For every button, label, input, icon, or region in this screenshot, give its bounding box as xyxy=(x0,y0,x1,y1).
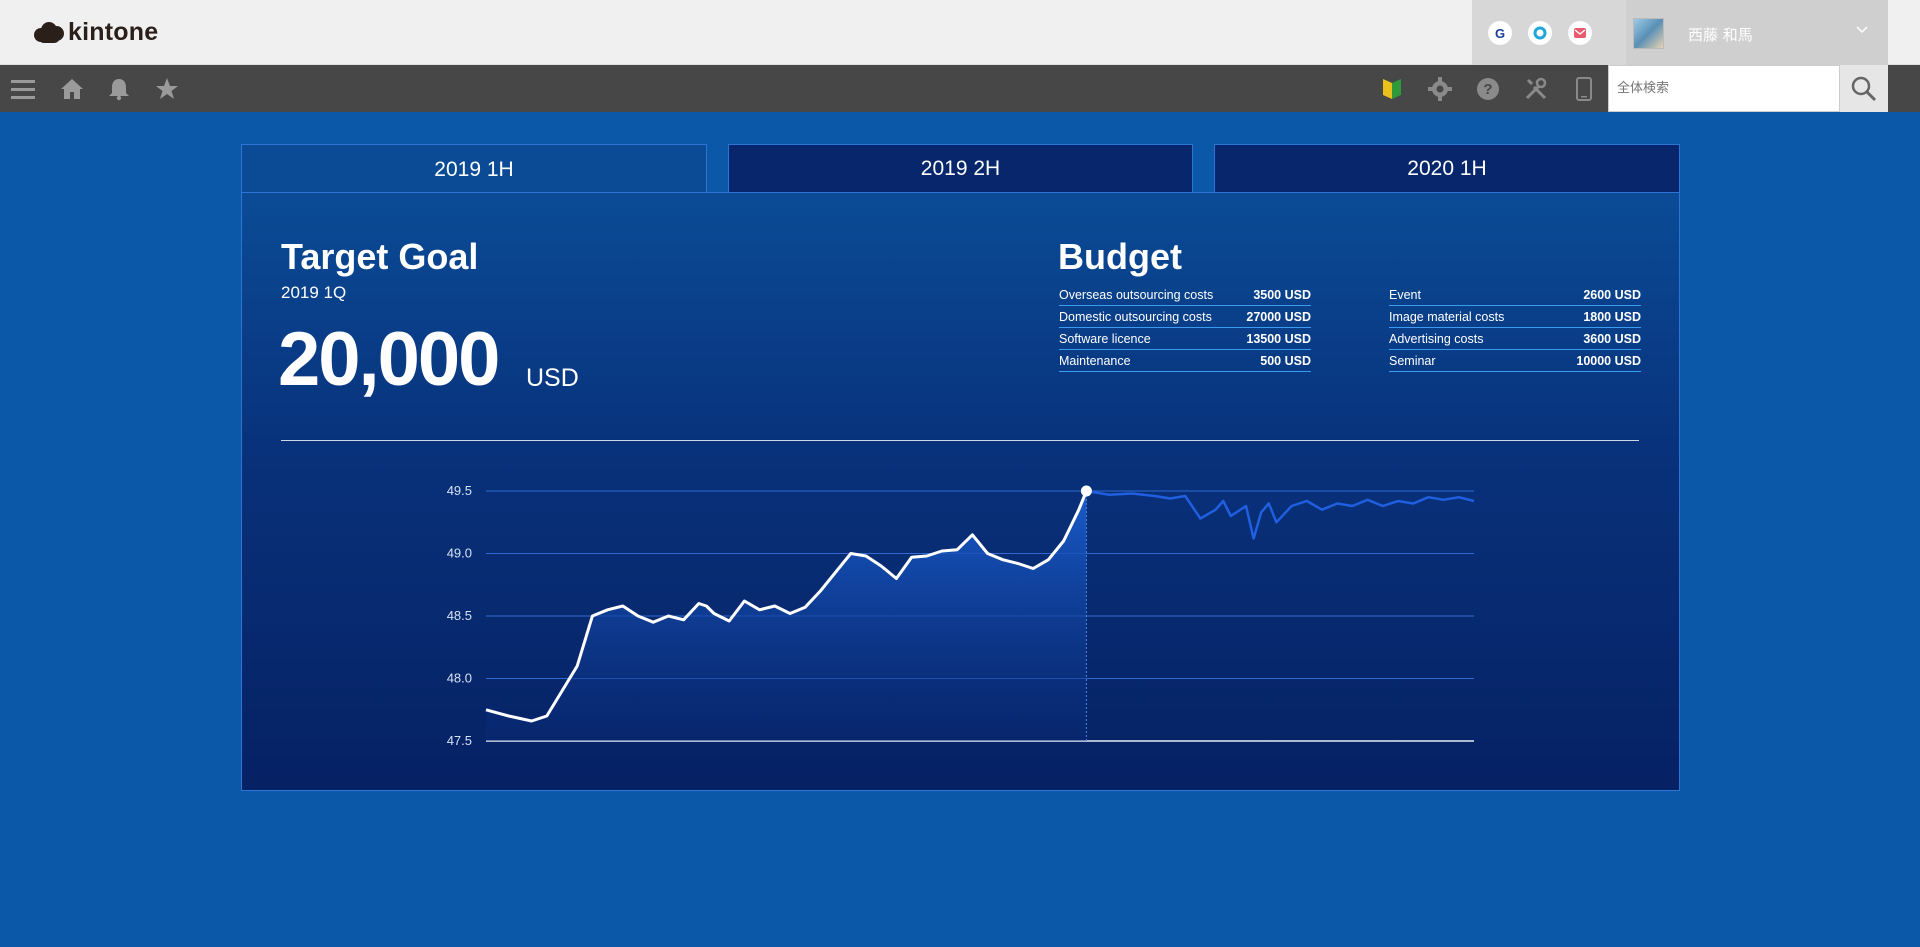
avatar[interactable] xyxy=(1633,18,1664,49)
y-tick-label: 48.5 xyxy=(447,608,472,623)
budget-label: Software licence xyxy=(1059,332,1151,346)
circle-service-icon[interactable] xyxy=(1528,21,1552,45)
y-tick-label: 49.0 xyxy=(447,546,472,561)
budget-list-right: Event 2600 USD Image material costs 1800 U… xyxy=(1389,284,1641,372)
search-input[interactable] xyxy=(1608,65,1840,112)
budget-row: Overseas outsourcing costs 3500 USD xyxy=(1059,284,1311,306)
budget-value: 2600 USD xyxy=(1583,288,1641,302)
section-divider xyxy=(281,440,1639,441)
budget-row: Seminar 10000 USD xyxy=(1389,350,1641,372)
budget-row: Domestic outsourcing costs 27000 USD xyxy=(1059,306,1311,328)
google-glyph: G xyxy=(1494,25,1506,41)
gear-icon[interactable] xyxy=(1428,77,1452,101)
budget-row: Software licence 13500 USD xyxy=(1059,328,1311,350)
kintone-logo[interactable]: kintone xyxy=(34,18,158,47)
budget-value: 3600 USD xyxy=(1583,332,1641,346)
budget-label: Seminar xyxy=(1389,354,1436,368)
forecast-series-line xyxy=(1086,489,1475,540)
budget-value: 500 USD xyxy=(1260,354,1311,368)
google-icon[interactable]: G xyxy=(1488,21,1512,45)
beginner-mark-icon[interactable] xyxy=(1380,77,1404,101)
y-tick-label: 47.5 xyxy=(447,733,472,748)
goal-title: Target Goal xyxy=(281,236,479,277)
budget-value: 27000 USD xyxy=(1246,310,1311,324)
tab-2020-1h[interactable]: 2020 1H xyxy=(1214,144,1680,192)
current-point xyxy=(1080,485,1092,497)
budget-value: 3500 USD xyxy=(1253,288,1311,302)
star-icon[interactable] xyxy=(155,77,179,101)
goal-unit: USD xyxy=(526,364,579,392)
tab-label: 2019 2H xyxy=(920,156,1001,180)
chevron-down-icon[interactable] xyxy=(1856,24,1868,36)
budget-row: Maintenance 500 USD xyxy=(1059,350,1311,372)
budget-label: Image material costs xyxy=(1389,310,1505,324)
user-menu[interactable] xyxy=(1626,0,1888,65)
search-button[interactable] xyxy=(1840,65,1888,112)
trend-chart: 49.5 49.0 48.5 48.0 47.5 xyxy=(447,483,1475,748)
toolbar xyxy=(0,65,1920,112)
budget-value: 1800 USD xyxy=(1583,310,1641,324)
budget-value: 13500 USD xyxy=(1246,332,1311,346)
budget-label: Overseas outsourcing costs xyxy=(1059,288,1214,302)
budget-row: Image material costs 1800 USD xyxy=(1389,306,1641,328)
tab-2019-1h[interactable]: 2019 1H xyxy=(241,144,707,194)
bell-icon[interactable] xyxy=(107,77,131,101)
user-name[interactable]: 西藤 和馬 xyxy=(1688,26,1753,44)
y-tick-label: 48.0 xyxy=(447,671,472,686)
logo-text: kintone xyxy=(68,18,159,46)
mail-icon[interactable] xyxy=(1568,21,1592,45)
y-tick-label: 49.5 xyxy=(447,483,472,498)
cloud-logo-icon xyxy=(34,21,64,44)
svg-text:?: ? xyxy=(1483,81,1492,98)
menu-icon[interactable] xyxy=(11,77,35,101)
budget-label: Event xyxy=(1389,288,1421,302)
tab-2019-2h[interactable]: 2019 2H xyxy=(728,144,1193,192)
mobile-icon[interactable] xyxy=(1572,77,1596,101)
budget-label: Domestic outsourcing costs xyxy=(1059,310,1212,324)
budget-value: 10000 USD xyxy=(1576,354,1641,368)
goal-amount: 20,000 xyxy=(278,317,500,402)
tools-icon[interactable] xyxy=(1524,77,1548,101)
tab-label: 2020 1H xyxy=(1407,156,1487,180)
goal-period: 2019 1Q xyxy=(281,283,347,302)
home-icon[interactable] xyxy=(60,77,84,101)
budget-label: Maintenance xyxy=(1059,354,1131,368)
help-icon[interactable]: ? xyxy=(1476,77,1500,101)
budget-row: Advertising costs 3600 USD xyxy=(1389,328,1641,350)
budget-row: Event 2600 USD xyxy=(1389,284,1641,306)
budget-label: Advertising costs xyxy=(1389,332,1484,346)
budget-list-left: Overseas outsourcing costs 3500 USD Domes… xyxy=(1059,284,1311,372)
search-icon xyxy=(1851,76,1877,101)
actual-series-line xyxy=(485,490,1088,723)
tab-label: 2019 1H xyxy=(434,157,514,181)
budget-title: Budget xyxy=(1058,236,1182,277)
